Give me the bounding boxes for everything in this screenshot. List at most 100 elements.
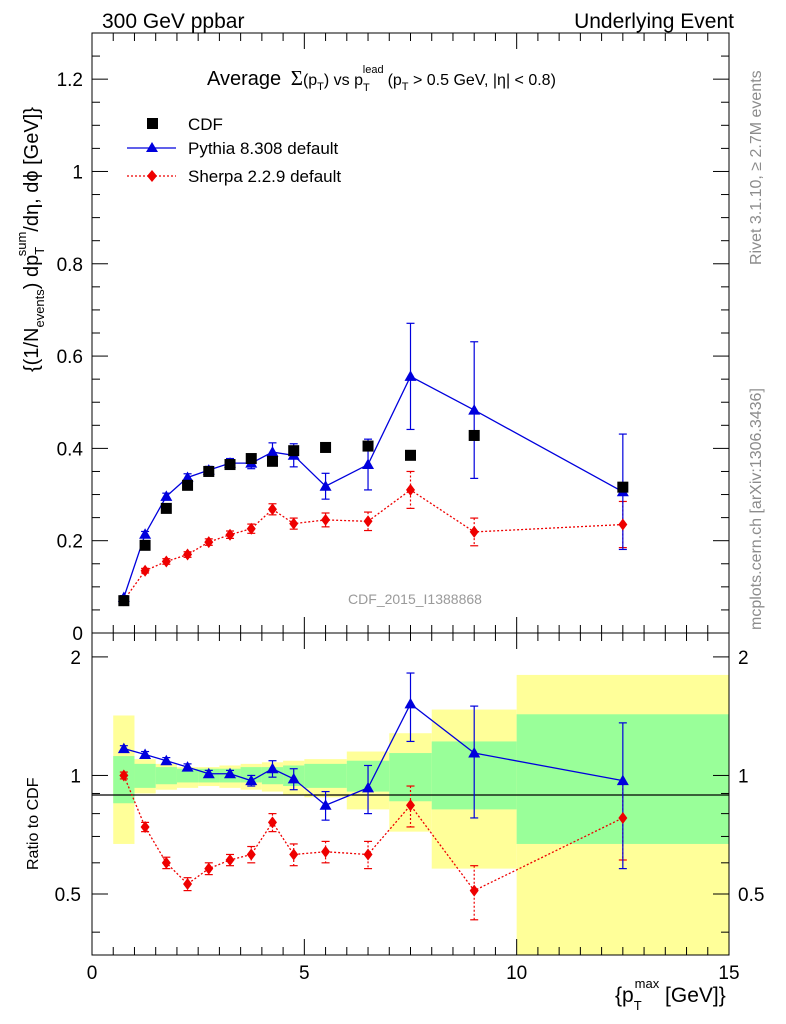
ratio-y-tick-label-right: 0.5 — [738, 885, 764, 906]
ratio-point-sherpa — [225, 853, 235, 866]
x-tick-label: 0 — [87, 963, 98, 984]
main-point-sherpa — [140, 564, 150, 577]
ratio-point-sherpa — [183, 878, 193, 891]
ratio-panel-frame — [91, 632, 730, 956]
y-tick-label: 0.2 — [57, 532, 83, 553]
main-point-cdf — [288, 445, 300, 457]
ratio-point-pythia — [139, 748, 152, 760]
main-point-pythia — [468, 404, 481, 415]
ratio-point-pythia — [404, 697, 417, 709]
main-point-sherpa — [469, 525, 479, 538]
main-panel-error-bars — [119, 322, 627, 603]
main-point-sherpa — [289, 517, 299, 530]
ratio-point-pythia — [202, 767, 215, 779]
ratio-point-sherpa — [363, 848, 373, 861]
x-tick-label: 10 — [506, 963, 527, 984]
main-point-cdf — [224, 459, 236, 471]
legend-label-cdf: CDF — [188, 115, 223, 134]
main-point-pythia — [181, 471, 194, 482]
main-point-cdf — [245, 453, 257, 465]
ratio-y-axis-label: Ratio to CDF — [25, 777, 42, 870]
process-label: Underlying Event — [574, 10, 734, 33]
main-panel-ticks — [91, 32, 730, 634]
ratio-y-tick-label-left: 2 — [70, 648, 81, 669]
x-tick-label: 15 — [718, 963, 739, 984]
ratio-point-sherpa — [618, 811, 628, 824]
main-panel-markers — [117, 370, 629, 607]
main-point-sherpa — [246, 522, 256, 535]
main-point-cdf — [118, 595, 130, 607]
ratio-point-sherpa — [469, 884, 479, 897]
legend-entry-sherpa: Sherpa 2.2.9 default — [127, 167, 341, 186]
main-point-sherpa — [363, 515, 373, 528]
ratio-point-sherpa — [406, 799, 415, 812]
x-tick-labels: 0 5 10 15 — [87, 963, 740, 984]
ratio-point-pythia — [245, 774, 258, 786]
main-panel-series-lines — [123, 375, 624, 601]
main-point-cdf — [362, 440, 374, 452]
ratio-point-sherpa — [267, 816, 277, 829]
legend-marker-square — [147, 118, 158, 129]
ratio-y-tick-label-left: 0.5 — [55, 885, 81, 906]
main-point-pythia — [404, 370, 417, 381]
mcplots-credit-label: mcplots.cern.ch [arXiv:1306.3436] — [748, 388, 765, 630]
main-line-pythia — [123, 375, 624, 598]
main-point-pythia — [319, 480, 332, 491]
y-tick-label: 0.8 — [57, 255, 83, 276]
main-point-sherpa — [161, 555, 171, 568]
ratio-point-pythia — [616, 774, 629, 786]
ratio-y-tick-label-right: 2 — [738, 648, 749, 669]
y-tick-label: 0 — [72, 624, 83, 645]
y-tick-label: 0.4 — [57, 439, 84, 460]
main-point-sherpa — [406, 483, 415, 496]
main-point-cdf — [617, 481, 629, 493]
ratio-uncertainty-bands — [113, 674, 729, 955]
legend-label-pythia: Pythia 8.308 default — [188, 139, 339, 158]
ratio-point-sherpa — [321, 845, 331, 858]
ratio-markers — [117, 697, 629, 897]
y-tick-label: 0.6 — [57, 347, 83, 368]
ratio-band-inner — [389, 753, 432, 802]
main-point-cdf — [468, 429, 480, 441]
ratio-panel: 0.5 0.5 1 1 2 2 0 5 10 15 Ratio to CDF {pTmax [G… — [25, 632, 765, 1013]
main-panel-y-tick-labels: 0 0.2 0.4 0.6 0.8 1 1.2 — [57, 70, 84, 645]
x-tick-label: 5 — [299, 963, 310, 984]
y-tick-label: 1 — [72, 162, 83, 183]
ratio-band-inner — [155, 767, 177, 785]
ratio-y-tick-label-left: 1 — [70, 766, 81, 787]
legend-entry-cdf: CDF — [147, 115, 223, 134]
main-point-pythia — [139, 528, 152, 539]
ratio-point-pythia — [181, 761, 194, 772]
ratio-band-inner — [134, 763, 156, 788]
ratio-point-pythia — [160, 754, 173, 766]
ratio-point-sherpa — [119, 769, 129, 782]
ratio-point-pythia — [266, 762, 279, 774]
y-tick-label: 1.2 — [57, 70, 83, 91]
ratio-point-sherpa — [161, 856, 171, 869]
main-point-sherpa — [225, 528, 235, 541]
ratio-y-tick-label-right: 1 — [738, 766, 749, 787]
ratio-point-sherpa — [140, 820, 150, 833]
main-line-sherpa — [123, 489, 623, 601]
main-point-cdf — [320, 441, 332, 453]
legend: CDF Pythia 8.308 default Sherpa 2.2.9 de… — [127, 115, 341, 186]
legend-marker-diamond — [147, 170, 157, 182]
ratio-band-inner — [176, 768, 199, 783]
main-point-cdf — [182, 479, 194, 491]
ratio-point-pythia — [117, 742, 130, 754]
main-panel: 0 0.2 0.4 0.6 0.8 1 1.2 300 GeV ppbar Underlyi… — [14, 10, 765, 645]
main-point-sherpa — [183, 548, 193, 561]
ratio-point-sherpa — [246, 848, 256, 861]
ratio-y-tick-labels: 0.5 0.5 1 1 2 2 — [55, 648, 765, 906]
main-point-cdf — [203, 465, 215, 477]
main-point-pythia — [160, 490, 173, 501]
legend-label-sherpa: Sherpa 2.2.9 default — [188, 167, 341, 186]
plot-title: Average Σ(pT) vs pTlead(pT > 0.5 GeV, |η… — [207, 64, 556, 94]
ratio-point-pythia — [468, 747, 481, 758]
energy-label: 300 GeV ppbar — [102, 10, 244, 33]
main-point-sherpa — [618, 518, 628, 531]
main-point-pythia — [362, 458, 375, 470]
main-point-cdf — [160, 502, 172, 514]
ratio-point-pythia — [287, 772, 300, 784]
ratio-line-sherpa — [123, 775, 624, 892]
